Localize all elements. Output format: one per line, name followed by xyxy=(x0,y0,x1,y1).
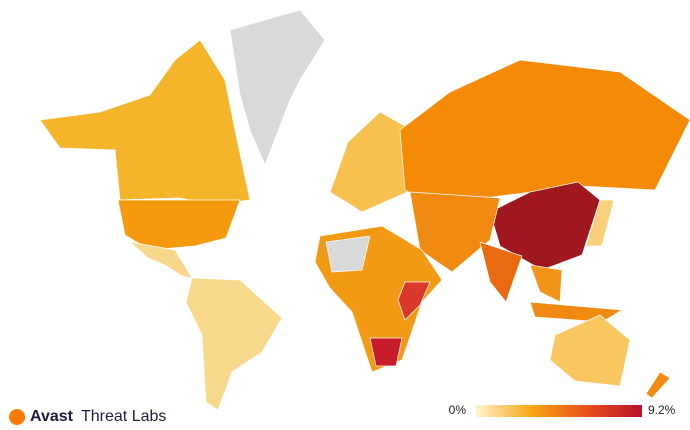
indonesia xyxy=(529,301,624,323)
brand-name: Avast xyxy=(30,408,74,425)
greenland xyxy=(229,9,326,166)
southern-africa xyxy=(369,337,403,367)
east-africa xyxy=(397,281,431,321)
canada-alaska xyxy=(39,39,251,206)
southeast-asia xyxy=(529,264,563,303)
sahara-no-data xyxy=(325,235,371,273)
brand-product: Threat Labs xyxy=(81,408,166,425)
china xyxy=(489,181,601,271)
legend-gradient xyxy=(476,405,642,417)
usa xyxy=(117,199,241,251)
south-america xyxy=(185,277,283,411)
europe xyxy=(329,111,413,213)
japan xyxy=(585,199,615,247)
australia xyxy=(549,314,631,387)
legend: 0% 9.2% xyxy=(449,403,676,417)
russia xyxy=(399,59,690,206)
legend-min-label: 0% xyxy=(449,403,467,417)
logo-icon xyxy=(9,409,25,425)
india xyxy=(479,241,523,303)
logo: Avast Threat Labs xyxy=(9,408,166,425)
legend-max-label: 9.2% xyxy=(648,403,676,417)
countries xyxy=(39,9,690,411)
mexico-central-america xyxy=(128,241,193,279)
middle-east-central-asia xyxy=(409,191,501,273)
new-zealand xyxy=(645,371,671,399)
